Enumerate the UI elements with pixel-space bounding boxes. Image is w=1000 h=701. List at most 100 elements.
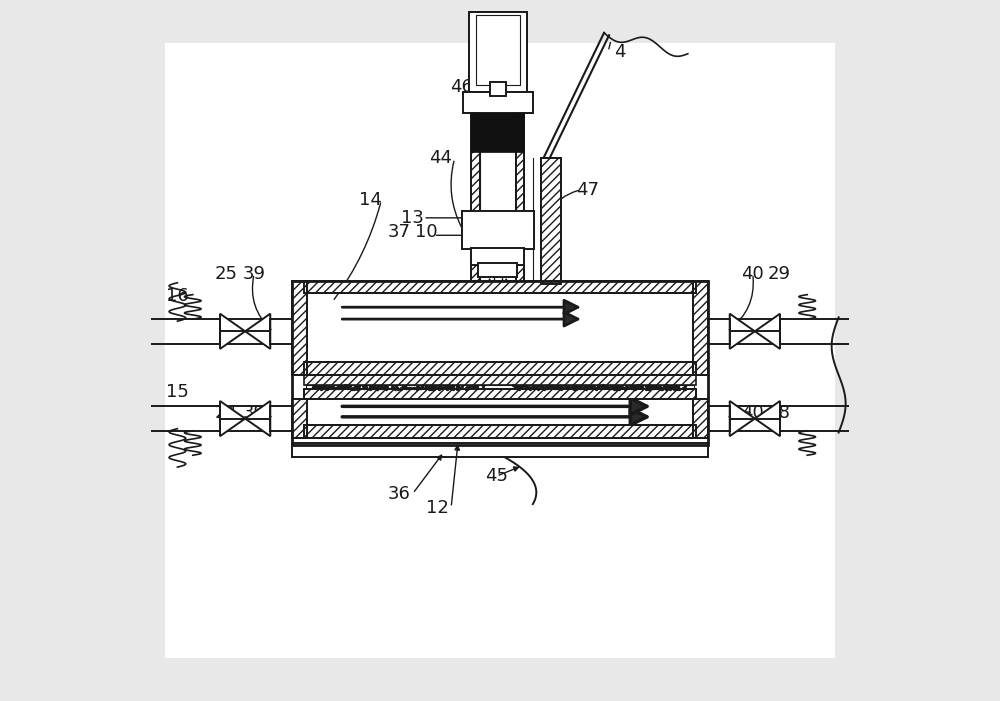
Point: [634, 381, 650, 393]
Point: [385, 382, 401, 393]
Point: [608, 382, 624, 393]
Polygon shape: [730, 401, 755, 436]
Point: [397, 381, 413, 392]
Point: [316, 381, 332, 393]
Bar: [476, 15, 520, 86]
Point: [536, 383, 552, 394]
Point: [311, 381, 327, 392]
Point: [582, 383, 598, 394]
Point: [406, 382, 422, 393]
Point: [444, 381, 460, 393]
Point: [642, 381, 658, 392]
Point: [581, 381, 597, 392]
Point: [398, 382, 414, 393]
Point: [321, 380, 337, 391]
Point: [653, 383, 669, 394]
Point: [409, 383, 425, 395]
Point: [535, 381, 551, 393]
Point: [442, 381, 458, 393]
Point: [606, 383, 622, 394]
Point: [351, 380, 367, 391]
Point: [431, 383, 447, 394]
Point: [594, 381, 610, 392]
Point: [372, 382, 388, 393]
Point: [333, 382, 349, 393]
Point: [521, 381, 537, 393]
Text: 39: 39: [243, 404, 266, 422]
Point: [552, 381, 568, 392]
Bar: [524, 211, 534, 250]
Point: [401, 382, 417, 393]
Point: [583, 381, 599, 392]
Point: [348, 382, 364, 393]
Point: [307, 381, 323, 393]
Point: [319, 383, 335, 394]
Text: 47: 47: [576, 181, 599, 199]
Point: [328, 382, 344, 393]
Bar: [693, 400, 708, 438]
Point: [547, 383, 563, 394]
Point: [379, 381, 395, 393]
Point: [513, 380, 529, 391]
Point: [572, 383, 588, 394]
Point: [426, 380, 442, 391]
Bar: [693, 280, 708, 375]
Point: [588, 383, 604, 394]
Point: [310, 383, 326, 394]
Point: [469, 380, 485, 391]
Point: [507, 381, 523, 392]
Bar: [304, 362, 696, 375]
Point: [642, 380, 658, 391]
Point: [638, 383, 654, 395]
Point: [670, 381, 686, 393]
Point: [347, 381, 363, 393]
Point: [630, 380, 646, 391]
Point: [306, 380, 322, 391]
Point: [321, 380, 337, 391]
Point: [643, 381, 659, 392]
Point: [306, 380, 322, 391]
Point: [425, 383, 441, 395]
Point: [370, 381, 386, 393]
Point: [666, 383, 682, 395]
Point: [612, 381, 628, 393]
Point: [515, 381, 531, 392]
Bar: [693, 400, 708, 438]
Point: [467, 381, 483, 393]
Point: [410, 382, 426, 393]
Bar: [292, 280, 708, 444]
Text: 45: 45: [485, 467, 508, 485]
Point: [577, 382, 593, 393]
Point: [330, 383, 346, 394]
Point: [431, 382, 447, 393]
Point: [445, 380, 461, 391]
Point: [426, 383, 442, 394]
Point: [362, 380, 378, 391]
Polygon shape: [245, 314, 270, 349]
Point: [349, 381, 365, 393]
Point: [431, 381, 447, 392]
Point: [374, 381, 390, 393]
Point: [542, 380, 558, 391]
Point: [409, 381, 425, 393]
Bar: [516, 113, 524, 280]
Point: [618, 382, 634, 393]
Point: [349, 380, 365, 391]
Point: [409, 383, 425, 394]
Point: [561, 382, 577, 393]
Point: [362, 381, 378, 392]
Text: 39: 39: [243, 265, 266, 283]
Point: [538, 382, 554, 393]
Point: [594, 380, 610, 391]
Point: [368, 383, 384, 394]
Point: [512, 380, 528, 391]
Bar: [471, 248, 524, 264]
Point: [645, 383, 661, 394]
Bar: [463, 92, 533, 113]
Point: [566, 383, 582, 394]
Point: [648, 381, 664, 392]
Point: [466, 382, 482, 393]
Point: [564, 381, 580, 392]
Text: 13: 13: [401, 209, 424, 227]
Point: [629, 382, 645, 393]
